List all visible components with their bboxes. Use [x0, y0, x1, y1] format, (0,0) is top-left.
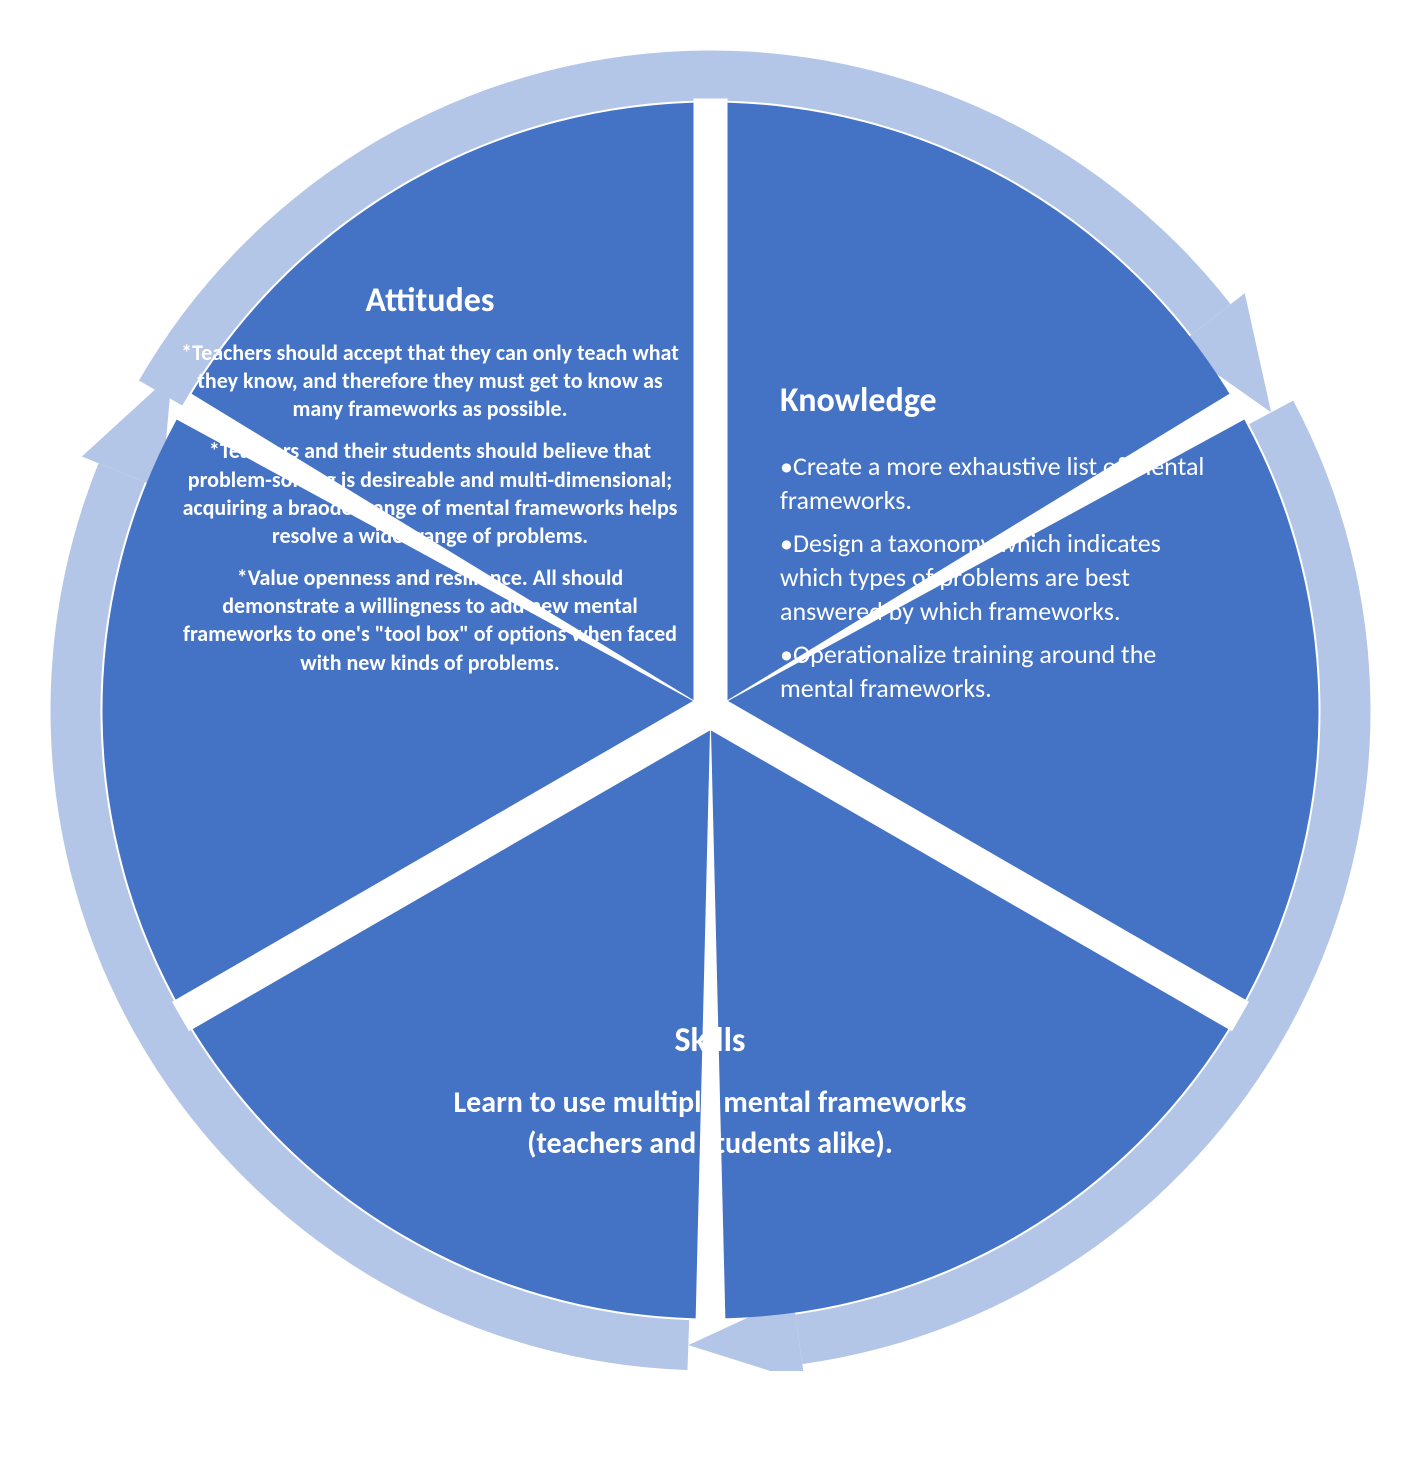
attitudes-bullet-3: *Value openness and resilience. All shou… [180, 564, 680, 677]
knowledge-title: Knowledge [780, 380, 1210, 421]
cycle-diagram: Attitudes *Teachers should accept that t… [50, 50, 1371, 1371]
segment-text-layer: Attitudes *Teachers should accept that t… [100, 100, 1321, 1321]
attitudes-bullet-2: *Teachers and their students should beli… [180, 437, 680, 550]
knowledge-bullet-1: •Create a more exhaustive list of mental… [780, 449, 1210, 518]
segment-skills: Skills Learn to use multiple mental fram… [400, 1020, 1020, 1164]
knowledge-bullet-3: •Operationalize training around the ment… [780, 637, 1210, 706]
attitudes-bullet-1: *Teachers should accept that they can on… [180, 339, 680, 423]
segment-knowledge: Knowledge •Create a more exhaustive list… [780, 380, 1210, 713]
knowledge-list: •Create a more exhaustive list of mental… [780, 449, 1210, 705]
attitudes-title: Attitudes [180, 280, 680, 321]
skills-title: Skills [400, 1020, 1020, 1061]
segment-attitudes: Attitudes *Teachers should accept that t… [180, 280, 680, 691]
knowledge-bullet-2: •Design a taxonomy which indicates which… [780, 526, 1210, 629]
skills-body: Learn to use multiple mental frameworks … [400, 1083, 1020, 1164]
